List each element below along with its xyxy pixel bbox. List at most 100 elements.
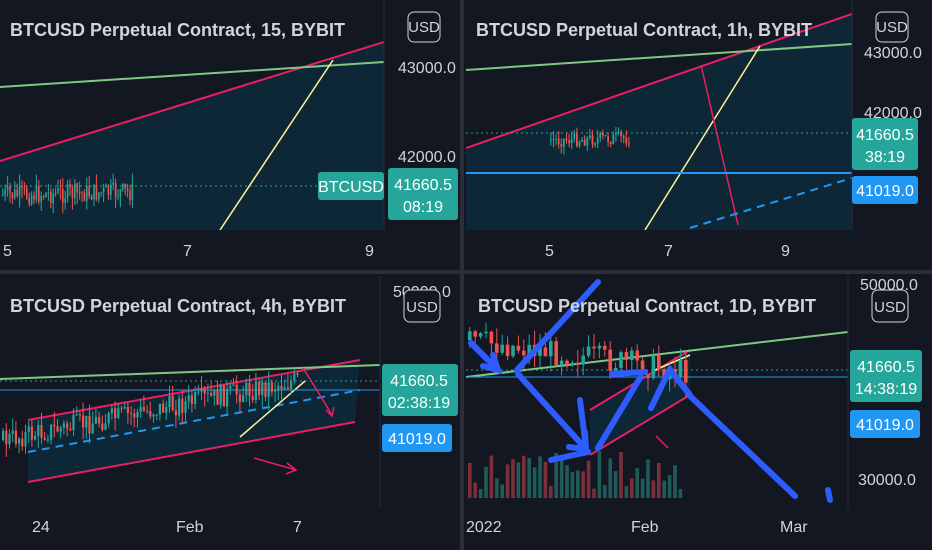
candles xyxy=(2,173,134,214)
green-trendline[interactable] xyxy=(0,61,384,88)
volume-bar xyxy=(478,489,483,498)
volume-bar xyxy=(678,488,683,498)
candle-body xyxy=(11,193,14,198)
candle-body xyxy=(484,331,488,334)
candle-body xyxy=(110,408,113,414)
candle-body xyxy=(38,185,40,202)
candle-body xyxy=(200,389,203,392)
volume-bar xyxy=(581,471,585,498)
candle-body xyxy=(34,435,37,440)
volume-bar xyxy=(635,468,639,498)
currency-button[interactable]: USD xyxy=(871,289,909,323)
dashed-trendline[interactable] xyxy=(27,389,361,453)
panel-1d[interactable]: BTCUSD Perpetual Contract, 1D, BYBIT 500… xyxy=(466,276,922,536)
candle-body xyxy=(47,192,50,194)
blue-arrow[interactable] xyxy=(687,393,798,499)
blue-arrow[interactable] xyxy=(825,487,833,503)
candle-body xyxy=(124,183,126,189)
currency-button[interactable]: USD xyxy=(407,11,441,43)
pink-trendline[interactable] xyxy=(0,41,384,162)
candle-body xyxy=(62,189,64,204)
pink-channel-bottom[interactable] xyxy=(27,421,356,483)
yellow-trendline[interactable] xyxy=(219,59,334,230)
candle-body xyxy=(543,347,548,357)
candle-body xyxy=(30,426,33,440)
currency-button[interactable]: USD xyxy=(875,11,909,43)
candle-body xyxy=(27,426,30,432)
candle-body xyxy=(69,184,71,188)
candle-body xyxy=(78,414,81,416)
blue-arrow[interactable] xyxy=(548,449,591,463)
volume-bar xyxy=(657,462,661,498)
volume-bar xyxy=(640,478,645,498)
volume-bar xyxy=(532,467,537,498)
candle-body xyxy=(129,190,131,201)
arrow-head xyxy=(325,406,335,418)
candle-body xyxy=(85,415,88,428)
price-label: 30000.0 xyxy=(858,472,916,489)
candle-body xyxy=(117,407,120,419)
blue-arrow[interactable] xyxy=(514,279,601,373)
candle-body xyxy=(242,395,245,403)
projection-arrow[interactable] xyxy=(302,367,333,416)
candle-body xyxy=(82,415,85,428)
candle-body xyxy=(617,131,620,134)
candle-body xyxy=(203,389,206,394)
panel-1h[interactable]: BTCUSD Perpetual Contract, 1h, BYBIT USD… xyxy=(466,0,922,260)
candle-body xyxy=(254,381,257,400)
green-trendline[interactable] xyxy=(466,331,848,378)
panel-4h[interactable]: BTCUSD Perpetual Contract, 4h, BYBIT 500… xyxy=(0,276,458,536)
candle-body xyxy=(597,345,602,349)
candle-body xyxy=(651,355,656,379)
candle-body xyxy=(559,360,564,366)
panel-15m[interactable]: BTCUSD Perpetual Contract, 15, BYBIT USD… xyxy=(0,0,458,260)
candle-body xyxy=(555,138,557,140)
drawn-arrows[interactable] xyxy=(468,279,833,503)
dashed-trendline[interactable] xyxy=(689,177,852,229)
candle-body xyxy=(117,196,119,198)
candle-body xyxy=(81,192,83,194)
candle-body xyxy=(119,189,122,197)
green-trendline[interactable] xyxy=(0,364,380,380)
pink-projection[interactable] xyxy=(700,64,739,226)
blue-arrow[interactable] xyxy=(515,371,588,451)
candle-body xyxy=(104,423,107,430)
yellow-trendline[interactable] xyxy=(654,354,691,371)
projection-arrow[interactable] xyxy=(655,435,669,449)
candle-body xyxy=(657,355,661,370)
candle-body xyxy=(578,141,581,147)
volume-bars xyxy=(468,451,683,498)
time-label: 9 xyxy=(365,243,374,260)
projection-arrow[interactable] xyxy=(253,457,297,471)
blue-arrow[interactable] xyxy=(595,375,643,451)
blue-arrow[interactable] xyxy=(577,397,589,451)
candle-body xyxy=(232,384,235,386)
volume-bar xyxy=(511,459,515,498)
candle-body xyxy=(50,424,53,440)
blue-arrow[interactable] xyxy=(468,340,500,372)
blue-arrow[interactable] xyxy=(667,367,693,398)
blue-arrow[interactable] xyxy=(648,366,673,411)
level-price: 41019.0 xyxy=(856,417,914,434)
volume-bar xyxy=(549,486,553,498)
candle-body xyxy=(296,373,299,375)
candle-body xyxy=(619,352,623,368)
candle-body xyxy=(69,428,72,430)
pink-channel-bottom[interactable] xyxy=(589,394,691,456)
green-trendline[interactable] xyxy=(466,43,852,71)
time-label: Mar xyxy=(780,519,808,536)
candle-body xyxy=(612,134,615,145)
candle-body xyxy=(93,184,95,200)
candle-body xyxy=(18,185,21,196)
yellow-trendline[interactable] xyxy=(644,45,761,230)
pink-trendline[interactable] xyxy=(466,13,852,149)
candle-body xyxy=(267,382,270,397)
candle-body xyxy=(155,414,158,416)
currency-button[interactable]: USD xyxy=(403,289,441,323)
blue-arrow[interactable] xyxy=(609,369,648,377)
candle-body xyxy=(495,343,499,353)
volume-bar xyxy=(516,462,521,498)
candle-body xyxy=(222,385,225,407)
candle-body xyxy=(624,352,629,360)
